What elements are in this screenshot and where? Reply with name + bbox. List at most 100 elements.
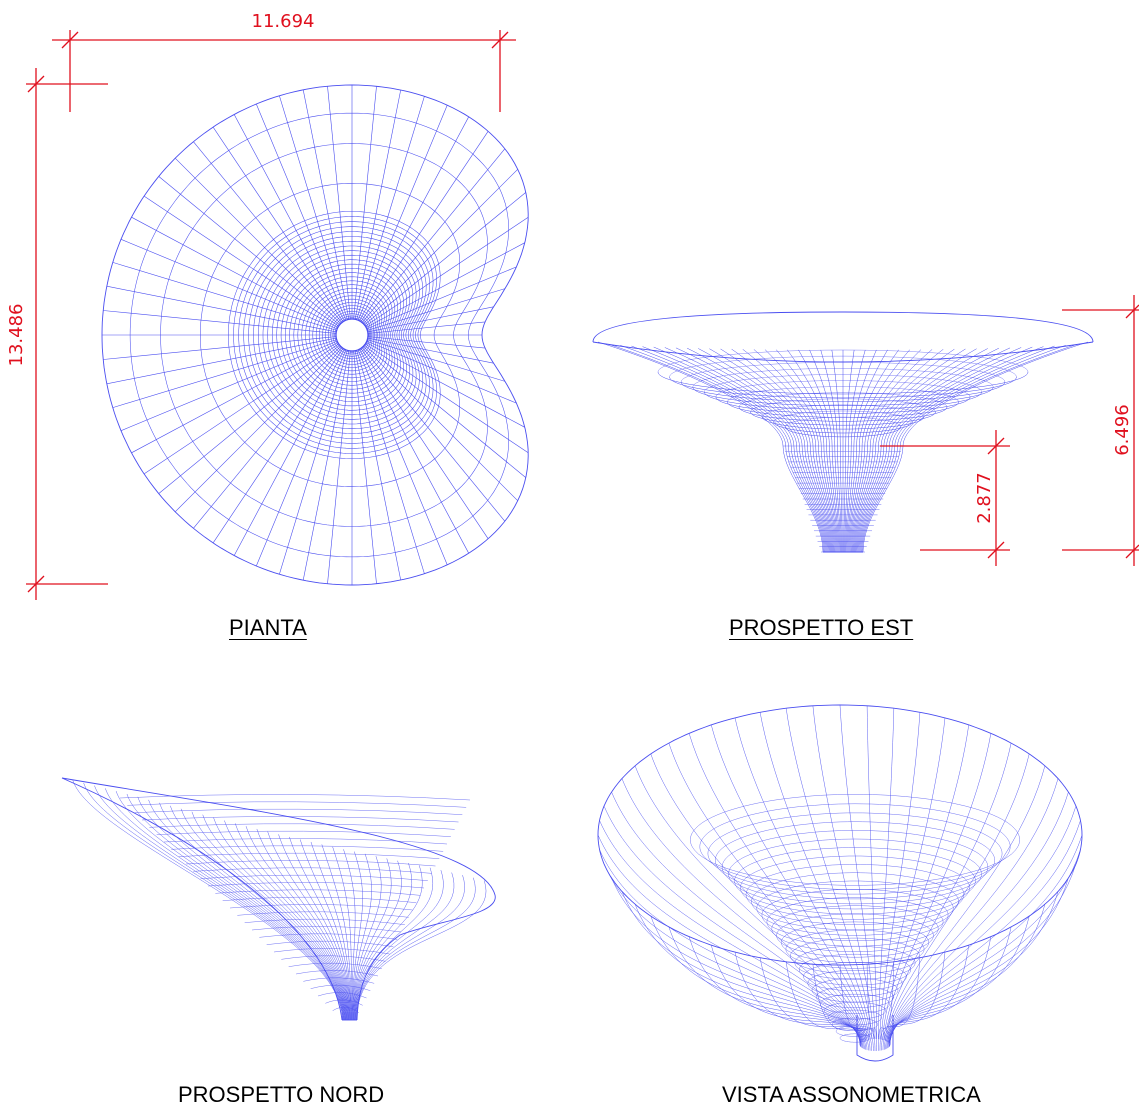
ring-line: [229, 904, 413, 911]
ring-line: [303, 977, 375, 984]
plan-width-dimension: [52, 30, 516, 112]
radial-line: [367, 336, 486, 349]
ring-line: [171, 845, 444, 852]
radial-line: [364, 344, 526, 478]
generator-line: [854, 348, 988, 553]
ring-line: [243, 226, 430, 444]
generator-line: [234, 823, 349, 1021]
ring-line: [280, 263, 404, 407]
radial-line: [212, 126, 344, 322]
generator-line: [353, 860, 402, 1021]
radial-line: [131, 342, 339, 454]
generator-line: [310, 841, 351, 1021]
generator-line: [878, 708, 895, 1040]
radial-line: [212, 348, 344, 544]
radial-line: [363, 346, 518, 501]
generator-line: [343, 849, 356, 1021]
generator-line: [213, 817, 348, 1021]
ring-line: [288, 962, 382, 969]
ring-line: [305, 288, 388, 382]
generator-line: [884, 936, 992, 1050]
radial-line: [367, 288, 506, 331]
ring-line: [215, 889, 421, 896]
radial-line: [103, 310, 337, 334]
ring-line: [699, 803, 1011, 890]
ring-line: [276, 259, 407, 411]
radial-line: [364, 192, 526, 326]
generator-line: [621, 891, 862, 1048]
stem-height-dimension: [880, 430, 1010, 566]
ring-line: [824, 1001, 886, 1020]
generator-line: [105, 788, 344, 1021]
ring-line: [297, 280, 393, 390]
radial-line: [353, 86, 377, 320]
ring-line: [266, 940, 394, 947]
generator-line: [126, 793, 345, 1021]
generator-line: [353, 862, 413, 1021]
ring-line: [803, 961, 907, 992]
ring-line: [149, 823, 455, 830]
generator-line: [352, 853, 372, 1021]
ring-line: [734, 847, 976, 915]
generator-line: [668, 743, 865, 1041]
generator-line: [634, 765, 863, 1042]
generator-line: [356, 880, 487, 1021]
generator-line: [889, 834, 1083, 1046]
generator-line: [866, 964, 877, 1051]
ring-line: [690, 794, 1020, 886]
ring-line: [771, 905, 939, 952]
radial-line: [327, 86, 351, 320]
generator-line: [856, 347, 1011, 553]
ring-line: [134, 808, 463, 815]
radial-line: [353, 350, 377, 584]
ring-line: [740, 855, 970, 920]
ring-line: [101, 84, 529, 586]
radial-line: [158, 344, 340, 494]
generator-line: [321, 844, 352, 1021]
generator-line: [888, 791, 1069, 1044]
generator-line: [859, 346, 1044, 553]
ring-line: [761, 889, 949, 941]
ring-line: [271, 254, 411, 416]
generator-line: [354, 870, 444, 1021]
ring-line: [811, 977, 899, 1003]
ring-line: [163, 838, 448, 845]
radial-line: [279, 95, 348, 320]
ring-line: [237, 911, 409, 918]
ring-line: [756, 880, 954, 936]
generator-line: [889, 849, 1081, 1046]
generator-line: [94, 785, 344, 1021]
generator-line: [355, 872, 455, 1021]
ring-line: [319, 302, 378, 368]
ring-line: [295, 970, 379, 977]
generator-line: [599, 820, 861, 1045]
radial-line: [367, 306, 494, 333]
generator-line: [354, 865, 423, 1021]
generator-line: [698, 348, 832, 553]
generator-line: [611, 791, 862, 1044]
ring-line: [751, 872, 959, 931]
ring-line: [831, 1017, 879, 1031]
generator-line: [886, 753, 1030, 1042]
radial-line: [365, 343, 529, 453]
generator-line: [759, 957, 871, 1051]
radial-line: [106, 285, 337, 333]
generator-line: [862, 341, 1089, 553]
radial-line: [193, 347, 343, 529]
radial-line: [256, 349, 347, 567]
ring-line: [794, 946, 916, 980]
radial-line: [327, 350, 351, 584]
generator-line: [882, 945, 969, 1051]
ring-line: [244, 918, 405, 925]
generator-line: [597, 834, 861, 1046]
generator-line: [888, 778, 1059, 1043]
radial-line: [361, 347, 506, 522]
generator-line: [83, 782, 343, 1021]
generator-line: [191, 811, 347, 1021]
ring-line: [193, 867, 432, 874]
radial-line: [158, 176, 340, 326]
radial-line: [103, 336, 337, 360]
generator-line: [675, 347, 830, 553]
ring-line: [258, 241, 420, 429]
